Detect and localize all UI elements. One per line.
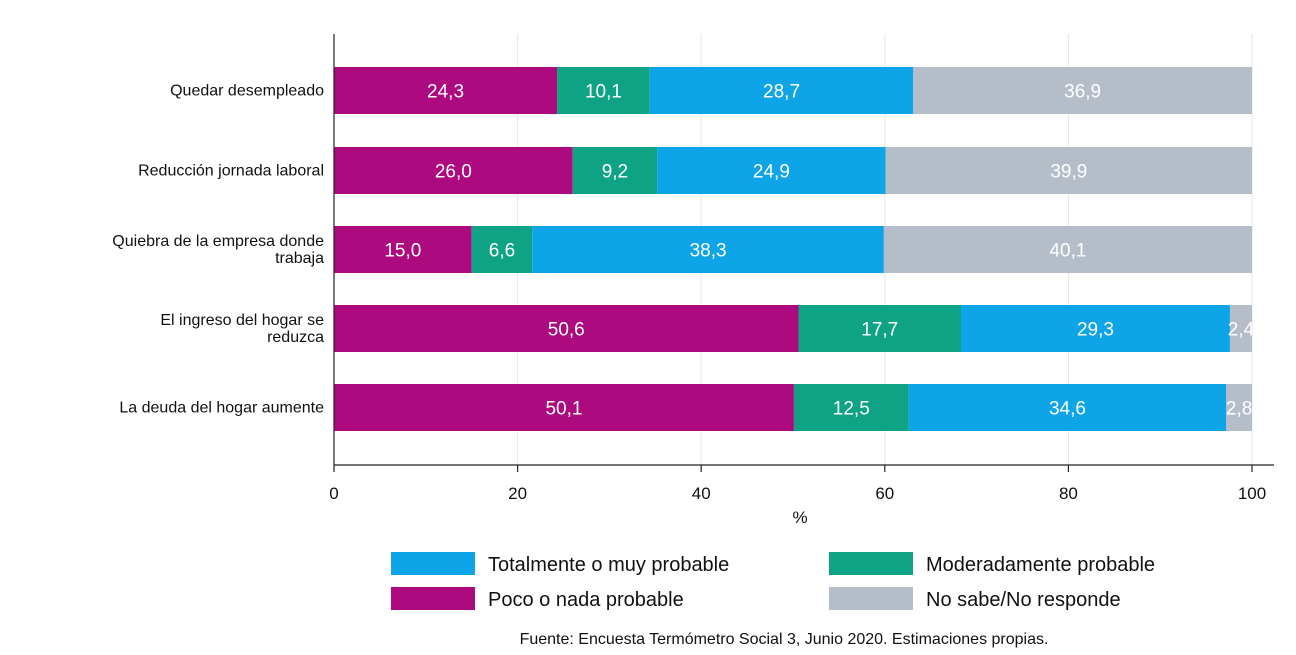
bar-segment-1-0	[334, 147, 573, 194]
bar-segment-3-1	[798, 305, 961, 352]
value-label-2-2: 38,3	[690, 241, 727, 262]
bar-segment-4-3	[1226, 384, 1252, 431]
x-tick-label-1: 20	[508, 484, 527, 503]
value-label-1-3: 39,9	[1050, 162, 1087, 183]
value-label-0-0: 24,3	[427, 82, 464, 103]
value-labels: 24,3 10,1 28,7 36,9 26,0 9,2 24,9 39,9 15,0 6,6 38…	[384, 82, 1255, 420]
legend-swatch-1	[829, 552, 913, 575]
x-tick-label-3: 60	[875, 484, 894, 503]
bar-segment-2-1	[471, 226, 533, 273]
bar-segment-2-0	[334, 226, 472, 273]
x-tick-label-0: 0	[329, 484, 338, 503]
category-label-2-0: Quiebra de la empresa donde	[112, 233, 324, 250]
value-label-4-0: 50,1	[545, 399, 582, 420]
bar-segment-4-1	[793, 384, 909, 431]
bar-segment-4-0	[334, 384, 794, 431]
value-label-4-2: 34,6	[1049, 399, 1086, 420]
bar-segment-0-1	[557, 67, 650, 114]
category-label-4-0: La deuda del hogar aumente	[119, 400, 324, 417]
category-label-3-1: reduzca	[267, 329, 324, 346]
value-label-3-0: 50,6	[548, 320, 585, 341]
category-label-3-0: El ingreso del hogar se	[160, 312, 324, 329]
x-tick-label-2: 40	[692, 484, 711, 503]
source-note: Fuente: Encuesta Termómetro Social 3, Ju…	[520, 631, 1049, 648]
value-label-4-1: 12,5	[833, 399, 870, 420]
legend-swatch-3	[829, 587, 913, 610]
x-axis-title: %	[792, 508, 807, 527]
value-label-3-1: 17,7	[861, 320, 898, 341]
bar-segment-0-2	[649, 67, 914, 114]
category-labels: Quedar desempleado Reducción jornada labo…	[112, 83, 324, 417]
legend-label-2: Poco o nada probable	[488, 589, 684, 611]
bar-segment-1-1	[572, 147, 658, 194]
legend-swatch-2	[391, 587, 475, 610]
bar-segment-2-3	[883, 226, 1252, 273]
value-label-1-0: 26,0	[435, 162, 472, 183]
value-label-0-1: 10,1	[585, 82, 622, 103]
axes: 0 20 40 60 80 100	[329, 34, 1274, 503]
value-label-3-3: 2,4	[1228, 320, 1255, 341]
category-label-0-0: Quedar desempleado	[170, 83, 324, 100]
bars	[334, 67, 1252, 431]
category-label-1-0: Reducción jornada laboral	[138, 163, 324, 180]
legend: Totalmente o muy probable Moderadamente p…	[391, 552, 1155, 611]
value-label-0-3: 36,9	[1064, 82, 1101, 103]
bar-segment-4-2	[908, 384, 1227, 431]
x-tick-label-5: 100	[1238, 484, 1266, 503]
legend-label-0: Totalmente o muy probable	[488, 554, 729, 576]
bar-segment-3-2	[960, 305, 1230, 352]
value-label-2-0: 15,0	[384, 241, 421, 262]
legend-label-3: No sabe/No responde	[926, 589, 1121, 611]
value-label-3-2: 29,3	[1077, 320, 1114, 341]
bar-segment-3-3	[1229, 305, 1252, 352]
bar-segment-0-0	[334, 67, 558, 114]
category-label-2-1: trabaja	[275, 250, 324, 267]
legend-label-1: Moderadamente probable	[926, 554, 1155, 576]
bar-segment-3-0	[334, 305, 799, 352]
value-label-0-2: 28,7	[763, 82, 800, 103]
value-label-1-2: 24,9	[753, 162, 790, 183]
bar-segment-1-2	[657, 147, 886, 194]
value-label-1-1: 9,2	[602, 162, 628, 183]
bar-segment-2-2	[532, 226, 884, 273]
bar-segment-1-3	[885, 147, 1252, 194]
x-tick-label-4: 80	[1059, 484, 1078, 503]
value-label-2-1: 6,6	[489, 241, 515, 262]
value-label-2-3: 40,1	[1049, 241, 1086, 262]
legend-swatch-0	[391, 552, 475, 575]
bar-segment-0-3	[913, 67, 1252, 114]
value-label-4-3: 2,8	[1226, 399, 1252, 420]
